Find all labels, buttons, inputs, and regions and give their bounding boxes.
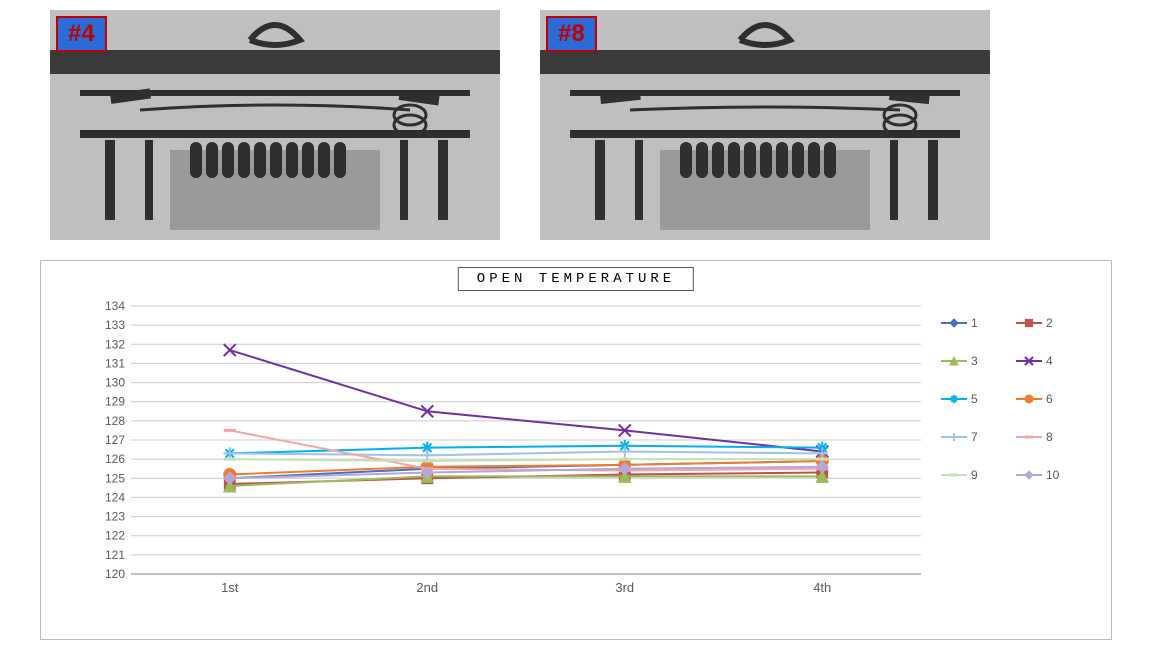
legend-label: 2 xyxy=(1046,316,1053,330)
svg-text:131: 131 xyxy=(105,356,125,370)
legend-label: 3 xyxy=(971,354,978,368)
image-label-8: #8 xyxy=(546,16,597,52)
legend-label: 5 xyxy=(971,392,978,406)
svg-text:134: 134 xyxy=(105,301,125,313)
legend-label: 7 xyxy=(971,430,978,444)
svg-text:126: 126 xyxy=(105,452,125,466)
legend-item-1: 1 xyxy=(941,316,1016,330)
chart-plot-area: 120 121 122 123 124 125 126 127 128 129 130 131 132 1… xyxy=(91,301,931,599)
legend-item-7: 7 xyxy=(941,430,1016,444)
xray-image-row: #4 xyxy=(0,0,1152,240)
legend-label: 8 xyxy=(1046,430,1053,444)
svg-text:128: 128 xyxy=(105,414,125,428)
svg-text:123: 123 xyxy=(105,510,125,524)
image-label-4: #4 xyxy=(56,16,107,52)
chart-legend: 1 2 3 4 5 6 7 8 9 10 xyxy=(941,316,1091,506)
svg-text:133: 133 xyxy=(105,318,125,332)
legend-label: 9 xyxy=(971,468,978,482)
svg-text:3rd: 3rd xyxy=(615,580,634,595)
xray-image-8: #8 xyxy=(540,10,990,240)
svg-text:124: 124 xyxy=(105,490,125,504)
legend-item-5: 5 xyxy=(941,392,1016,406)
svg-text:2nd: 2nd xyxy=(416,580,438,595)
legend-item-4: 4 xyxy=(1016,354,1091,368)
chart-container: OPEN TEMPERATURE 12012112212312412512612… xyxy=(40,260,1112,640)
svg-text:120: 120 xyxy=(105,567,125,581)
legend-item-3: 3 xyxy=(941,354,1016,368)
legend-label: 10 xyxy=(1046,468,1059,482)
xray-image-4: #4 xyxy=(50,10,500,240)
svg-text:132: 132 xyxy=(105,337,125,351)
legend-item-2: 2 xyxy=(1016,316,1091,330)
svg-text:129: 129 xyxy=(105,395,125,409)
legend-item-6: 6 xyxy=(1016,392,1091,406)
svg-text:4th: 4th xyxy=(813,580,831,595)
svg-text:130: 130 xyxy=(105,376,125,390)
legend-item-9: 9 xyxy=(941,468,1016,482)
svg-text:125: 125 xyxy=(105,471,125,485)
legend-label: 4 xyxy=(1046,354,1053,368)
chart-title: OPEN TEMPERATURE xyxy=(458,267,694,291)
svg-text:121: 121 xyxy=(105,548,125,562)
legend-label: 6 xyxy=(1046,392,1053,406)
legend-item-10: 10 xyxy=(1016,468,1091,482)
svg-text:1st: 1st xyxy=(221,580,239,595)
legend-label: 1 xyxy=(971,316,978,330)
svg-text:127: 127 xyxy=(105,433,125,447)
legend-item-8: 8 xyxy=(1016,430,1091,444)
svg-text:122: 122 xyxy=(105,529,125,543)
